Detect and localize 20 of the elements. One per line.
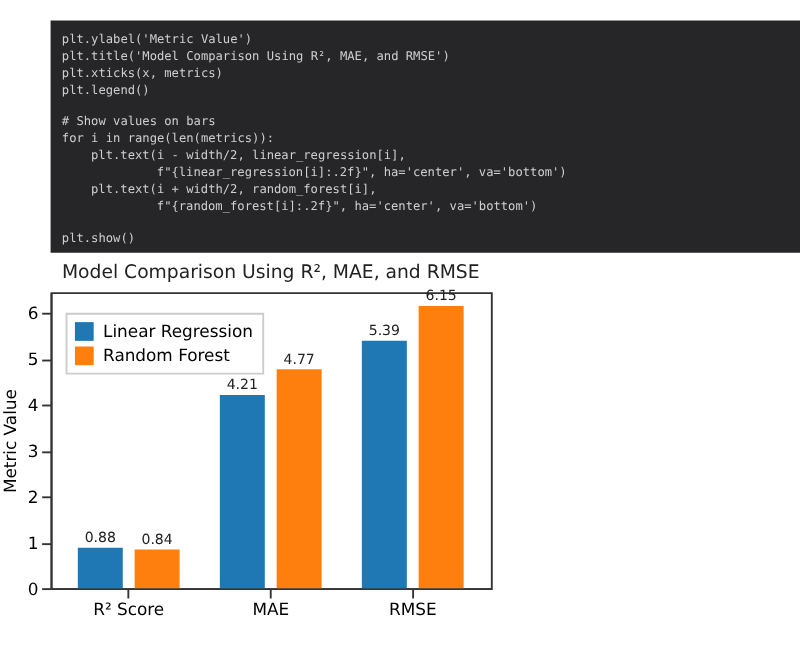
legend-label: Linear Regression [103, 321, 253, 342]
y-tick-label: 0 [27, 578, 39, 599]
bar [361, 340, 407, 589]
bar [276, 369, 322, 589]
y-tick-label: 3 [27, 441, 39, 462]
y-tick-label: 1 [27, 532, 39, 553]
y-tick-label: 4 [27, 395, 39, 416]
y-tick-label: 5 [27, 349, 39, 370]
x-tick-label: MAE [252, 599, 290, 620]
y-axis-title: Metric Value [0, 389, 21, 494]
x-tick-label: R² Score [93, 599, 165, 620]
chart-title: Model Comparison Using R², MAE, and RMSE [61, 261, 480, 284]
y-tick-label: 6 [27, 303, 39, 324]
x-tick-label: RMSE [388, 599, 437, 620]
bar [77, 547, 123, 589]
bar [219, 394, 265, 589]
y-tick-label: 2 [27, 486, 39, 507]
bar [134, 549, 180, 589]
bar [418, 305, 464, 589]
legend-label: Random Forest [103, 345, 232, 366]
